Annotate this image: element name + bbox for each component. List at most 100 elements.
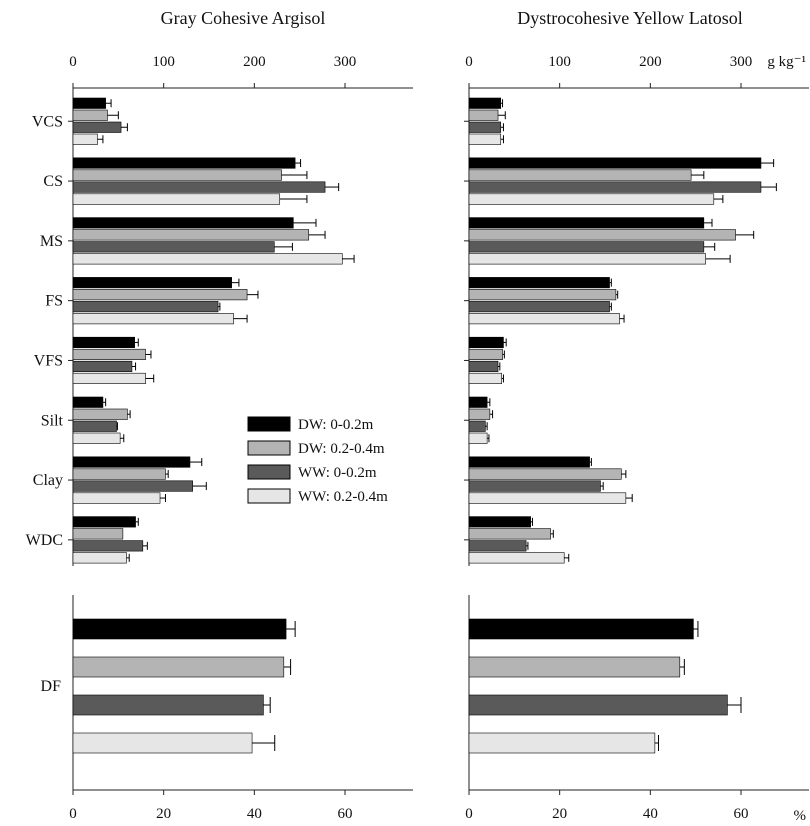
panel2-bar-cs-dw-0-0.2m [468,157,762,169]
panel2-bar-vcs-dw-0.2-0.4m [468,109,499,121]
panel2-bar-fs-dw-0.2-0.4m [468,289,617,301]
panel1-x-tick-label-200: 200 [243,54,266,70]
panel1-category-label-fs: FS [45,293,63,310]
panel1-bar-clay-ww-0.2-0.4m [72,492,161,504]
panel2-bar-fs-ww-0-0.2m [468,301,610,313]
panel2-bar-vfs-ww-0-0.2m [468,360,499,373]
panel1-bar-wdc-ww-0.2-0.4m [72,552,127,564]
panel1-bar-vfs-dw-0.2-0.4m [72,348,146,361]
panel1-bar-clay-dw-0.2-0.4m [72,468,166,480]
panel2-bar-vcs-ww-0.2-0.4m [468,133,502,145]
panel1-bar-fs-dw-0-0.2m [72,277,232,289]
panel1-bar-silt-dw-0-0.2m [72,396,104,408]
panel1-bar-cs-dw-0.2-0.4m [72,169,282,181]
panel1-bar-silt-ww-0.2-0.4m [72,432,121,444]
panel2-bar-vcs-ww-0-0.2m [468,121,502,133]
legend-label-dw-0-0.2: DW: 0-0.2m [298,417,374,433]
panel4-x-tick-label-60: 60 [734,806,749,822]
panel2-bar-ms-dw-0-0.2m [468,217,705,229]
panel1-bar-cs-ww-0.2-0.4m [72,193,281,205]
panel3-x-tick-label-20: 20 [156,806,171,822]
panel2-bar-ms-ww-0.2-0.4m [468,253,706,265]
panel2-bar-cs-ww-0-0.2m [468,181,762,193]
panel2-bar-wdc-dw-0.2-0.4m [468,528,551,540]
panel1-bar-ms-dw-0.2-0.4m [72,229,310,241]
panel3-x-tick-label-40: 40 [247,806,262,822]
panel2-bar-clay-ww-0-0.2m [468,480,601,492]
panel2-bar-wdc-dw-0-0.2m [468,516,531,528]
panel1-x-tick-label-100: 100 [152,54,175,70]
panel4-x-tick-label-20: 20 [552,806,567,822]
legend-swatch-ww-0.2-0.4 [247,488,291,504]
panel1-x-tick-label-300: 300 [334,54,357,70]
panel1-x-tick-label-0: 0 [69,54,77,70]
legend-swatch-dw-0-0.2 [247,416,291,432]
panel2-bar-ms-dw-0.2-0.4m [468,229,736,241]
panel1-bar-vfs-ww-0-0.2m [72,360,133,373]
panel1-bar-clay-dw-0-0.2m [72,456,191,468]
panel1-bar-cs-dw-0-0.2m [72,157,296,169]
panel4-x-tick-label-0: 0 [465,806,473,822]
panel2-bar-fs-dw-0-0.2m [468,277,610,289]
panel1-bar-vcs-dw-0.2-0.4m [72,109,108,121]
legend-swatch-ww-0-0.2 [247,464,291,480]
panel1-bar-ms-dw-0-0.2m [72,217,294,229]
panel1-bar-vfs-ww-0.2-0.4m [72,372,146,385]
panel2-x-tick-label-100: 100 [548,54,571,70]
panel2-bar-fs-ww-0.2-0.4m [468,313,620,325]
panel2-bar-vcs-dw-0-0.2m [468,97,502,109]
panel4-bar-df-ww-0-0.2m [468,694,728,716]
legend-label-ww-0-0.2: WW: 0-0.2m [298,465,377,481]
panel3-category-label-df: DF [41,678,62,695]
panel1-bar-vcs-ww-0.2-0.4m [72,133,98,145]
right-panel-title: Dystrocohesive Yellow Latosol [517,8,742,28]
panel1-bar-cs-ww-0-0.2m [72,181,326,193]
panel3-bar-df-ww-0-0.2m [72,694,264,716]
panel2-bar-cs-ww-0.2-0.4m [468,193,715,205]
panel1-bar-wdc-dw-0.2-0.4m [72,528,124,540]
panel1-bar-fs-dw-0.2-0.4m [72,289,248,301]
panel4-bar-df-ww-0.2-0.4m [468,732,656,754]
panel2-bar-vfs-dw-0-0.2m [468,336,504,349]
panel3-x-tick-label-0: 0 [69,806,77,822]
panel1-category-label-clay: Clay [33,472,63,489]
legend-label-ww-0.2-0.4: WW: 0.2-0.4m [298,489,388,505]
panel2-bar-cs-dw-0.2-0.4m [468,169,692,181]
left-panel-title: Gray Cohesive Argisol [161,8,326,28]
panel1-bar-vfs-dw-0-0.2m [72,336,135,349]
panel2-bar-silt-ww-0.2-0.4m [468,432,488,444]
panel1-category-label-wdc: WDC [26,532,63,549]
legend: DW: 0-0.2m DW: 0.2-0.4m WW: 0-0.2m WW: 0… [247,416,388,505]
panel2-bar-wdc-ww-0-0.2m [468,540,527,552]
legend-label-dw-0.2-0.4: DW: 0.2-0.4m [298,441,385,457]
panel2-x-tick-label-0: 0 [465,54,473,70]
panel2-bar-silt-dw-0-0.2m [468,396,488,408]
panel2-bar-silt-ww-0-0.2m [468,420,486,432]
panel1-bar-clay-ww-0-0.2m [72,480,193,492]
legend-swatch-dw-0.2-0.4 [247,440,291,456]
panel1-bar-vcs-dw-0-0.2m [72,97,106,109]
panel1-category-label-ms: MS [40,233,63,250]
panel1-category-label-vcs: VCS [32,113,63,130]
panel3-bar-df-ww-0.2-0.4m [72,732,253,754]
panel1-bar-fs-ww-0.2-0.4m [72,313,234,325]
panel1-category-label-vfs: VFS [34,352,63,369]
panel4-bar-df-dw-0-0.2m [468,618,694,640]
panel2-bar-vfs-ww-0.2-0.4m [468,372,502,385]
panel2-bar-wdc-ww-0.2-0.4m [468,552,565,564]
panel4-x-tick-label-40: 40 [643,806,658,822]
panel3-bar-df-dw-0.2-0.4m [72,656,285,678]
panel1-bar-silt-ww-0-0.2m [72,420,117,432]
panel1-bar-wdc-ww-0-0.2m [72,540,144,552]
panel4-bar-df-dw-0.2-0.4m [468,656,681,678]
panel2-x-tick-label-300: 300 [730,54,753,70]
panel1-bar-ms-ww-0.2-0.4m [72,253,343,265]
panel1-bar-fs-ww-0-0.2m [72,301,219,313]
panel2-x-tick-label-200: 200 [639,54,662,70]
panel1-category-label-cs: CS [43,173,63,190]
df-unit-label: % [794,808,807,824]
panel2-bar-ms-ww-0-0.2m [468,241,705,253]
panel2-bar-silt-dw-0.2-0.4m [468,408,491,420]
